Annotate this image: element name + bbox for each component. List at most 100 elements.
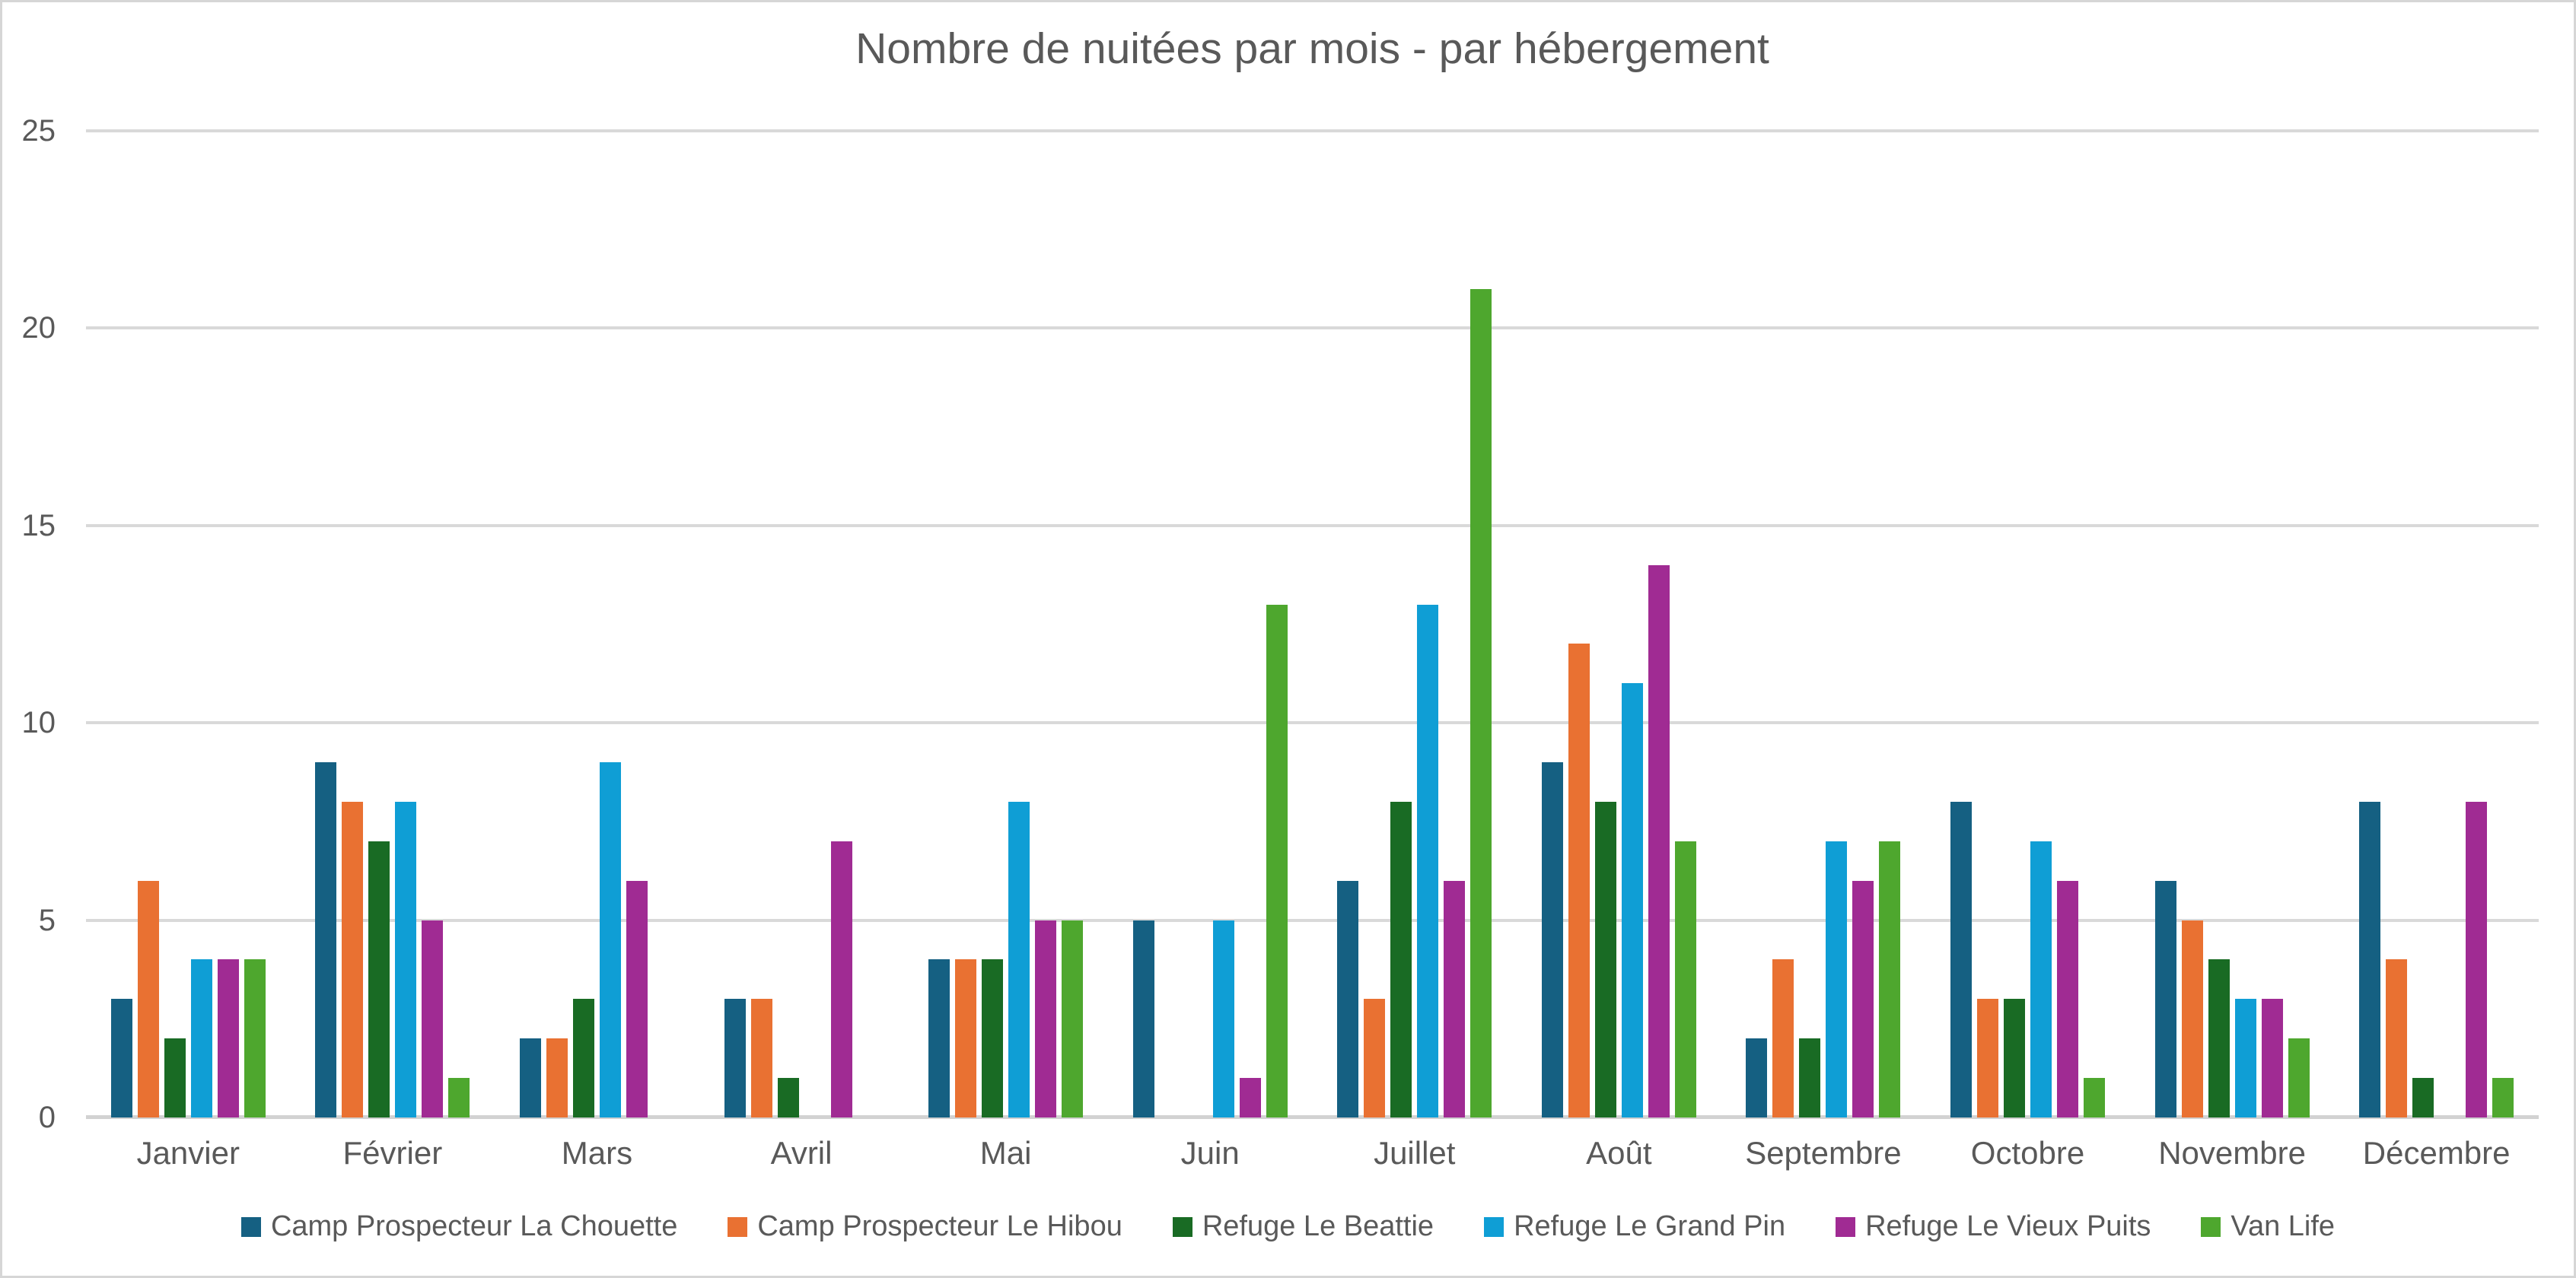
bar (2056, 880, 2078, 1117)
bar (190, 959, 212, 1117)
x-axis-month-label: Juin (1180, 1135, 1240, 1171)
gridline (86, 1115, 2539, 1119)
bar (164, 1038, 186, 1117)
bar (2386, 959, 2408, 1117)
bar (2208, 959, 2230, 1117)
legend-swatch (1172, 1216, 1192, 1237)
gridline (86, 918, 2539, 922)
bar (519, 1038, 541, 1117)
bar (1594, 801, 1616, 1117)
bar (777, 1078, 799, 1117)
y-axis-tick-label: 15 (21, 508, 56, 542)
bar (1132, 920, 1154, 1117)
bar (982, 959, 1004, 1117)
legend: Camp Prospecteur La Chouette Camp Prospec… (2, 1210, 2574, 1243)
x-axis-month-label: Avril (770, 1135, 833, 1171)
bar (2003, 999, 2025, 1117)
month-group (86, 131, 291, 1117)
month-group (1721, 131, 1926, 1117)
bar (1950, 801, 1972, 1117)
bar (1852, 880, 1874, 1117)
legend-swatch (1484, 1216, 1505, 1237)
plot-area (86, 129, 2539, 1119)
bar (448, 1078, 470, 1117)
legend-item: Refuge Le Beattie (1172, 1210, 1434, 1243)
x-axis-month-label: Septembre (1745, 1135, 1902, 1171)
gridline (86, 129, 2539, 132)
bar (1239, 1078, 1261, 1117)
bar (599, 762, 621, 1117)
legend-item: Camp Prospecteur Le Hibou (728, 1210, 1122, 1243)
bar (572, 999, 594, 1117)
bar (1470, 288, 1492, 1117)
bar (750, 999, 772, 1117)
gridline (86, 326, 2539, 330)
bar (1390, 801, 1412, 1117)
bar (315, 762, 337, 1117)
bar (1266, 604, 1288, 1117)
legend-label: Refuge Le Grand Pin (1514, 1210, 1786, 1242)
bar (2359, 801, 2381, 1117)
bar (1541, 762, 1563, 1117)
y-axis-tick-label: 20 (21, 311, 56, 345)
legend-item: Refuge Le Grand Pin (1484, 1210, 1785, 1243)
month-group (903, 131, 1108, 1117)
legend-label: Refuge Le Beattie (1202, 1210, 1434, 1242)
month-group (2130, 131, 2335, 1117)
bar (546, 1038, 568, 1117)
legend-item: Refuge Le Vieux Puits (1836, 1210, 2151, 1243)
bar (1976, 999, 1998, 1117)
x-axis-month-label: Février (342, 1135, 443, 1171)
month-group (495, 131, 699, 1117)
bar (2181, 920, 2203, 1117)
bar (1746, 1038, 1768, 1117)
legend-item: Van Life (2201, 1210, 2335, 1243)
bar (1648, 564, 1670, 1117)
month-group (1925, 131, 2130, 1117)
legend-swatch (728, 1216, 748, 1237)
chart-title: Nombre de nuitées par mois - par héberge… (855, 24, 1769, 73)
gridline (86, 523, 2539, 527)
bar (2083, 1078, 2105, 1117)
y-axis-tick-label: 25 (21, 114, 56, 148)
x-axis-month-label: Janvier (136, 1135, 240, 1171)
month-group (1108, 131, 1313, 1117)
bar (1799, 1038, 1821, 1117)
bar (955, 959, 977, 1117)
bar (1035, 920, 1057, 1117)
month-group (291, 131, 495, 1117)
bar (217, 959, 239, 1117)
bar (928, 959, 950, 1117)
x-axis-month-label: Août (1586, 1135, 1652, 1171)
bar (2261, 999, 2283, 1117)
x-axis: Janvier Février Mars Avril Mai Juin Juillet Aoû… (86, 1135, 2539, 1172)
bar (1008, 801, 1030, 1117)
bar (368, 841, 390, 1117)
legend-label: Refuge Le Vieux Puits (1865, 1210, 2151, 1242)
legend-swatch (2201, 1216, 2221, 1237)
bar (137, 880, 159, 1117)
bar (626, 880, 648, 1117)
bar (1826, 841, 1848, 1117)
month-group (2334, 131, 2539, 1117)
bar (1062, 920, 1084, 1117)
x-axis-month-label: Novembre (2158, 1135, 2306, 1171)
bar (1568, 644, 1590, 1117)
legend-swatch (240, 1216, 261, 1237)
legend-label: Camp Prospecteur La Chouette (270, 1210, 678, 1242)
bar (1417, 604, 1439, 1117)
bar (2412, 1078, 2434, 1117)
legend-label: Van Life (2231, 1210, 2336, 1242)
bar (1212, 920, 1234, 1117)
bar (2030, 841, 2052, 1117)
month-group (1312, 131, 1517, 1117)
bar (2154, 880, 2176, 1117)
bar (830, 841, 852, 1117)
x-axis-month-label: Juillet (1374, 1135, 1456, 1171)
bar (1337, 880, 1359, 1117)
legend-item: Camp Prospecteur La Chouette (240, 1210, 678, 1243)
y-axis-tick-label: 0 (38, 1101, 56, 1134)
legend-label: Camp Prospecteur Le Hibou (757, 1210, 1122, 1242)
month-group (1517, 131, 1721, 1117)
